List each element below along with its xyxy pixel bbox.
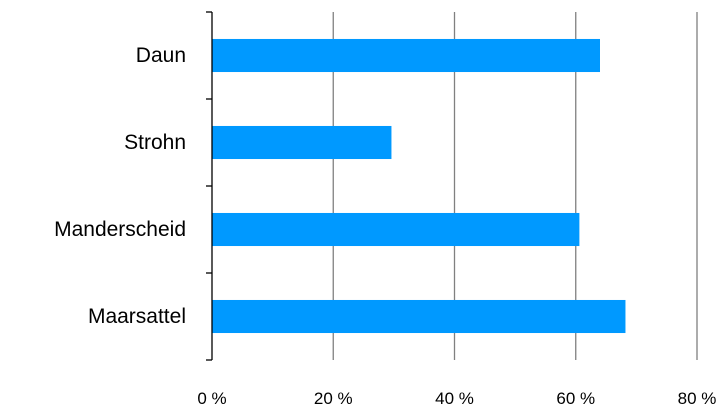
category-label-maarsattel: Maarsattel	[88, 305, 186, 328]
bar-daun	[212, 38, 600, 73]
category-label-manderscheid: Manderscheid	[54, 218, 186, 241]
bar-manderscheid	[212, 212, 580, 247]
bar-maarsattel	[212, 299, 626, 334]
x-tick-label-80: 80 %	[678, 389, 717, 408]
x-tick-label-60: 60 %	[556, 389, 595, 408]
x-tick-label-40: 40 %	[435, 389, 474, 408]
tick-labels: 0 % 20 % 40 % 60 % 80 %	[197, 389, 716, 408]
category-label-daun: Daun	[136, 44, 186, 67]
axes	[206, 11, 213, 361]
bar-strohn	[212, 125, 392, 160]
x-tick-label-0: 0 %	[197, 389, 226, 408]
category-labels: Daun Strohn Manderscheid Maarsattel	[54, 44, 186, 328]
x-tick-label-20: 20 %	[314, 389, 353, 408]
bars	[212, 38, 626, 334]
category-label-strohn: Strohn	[124, 131, 186, 154]
